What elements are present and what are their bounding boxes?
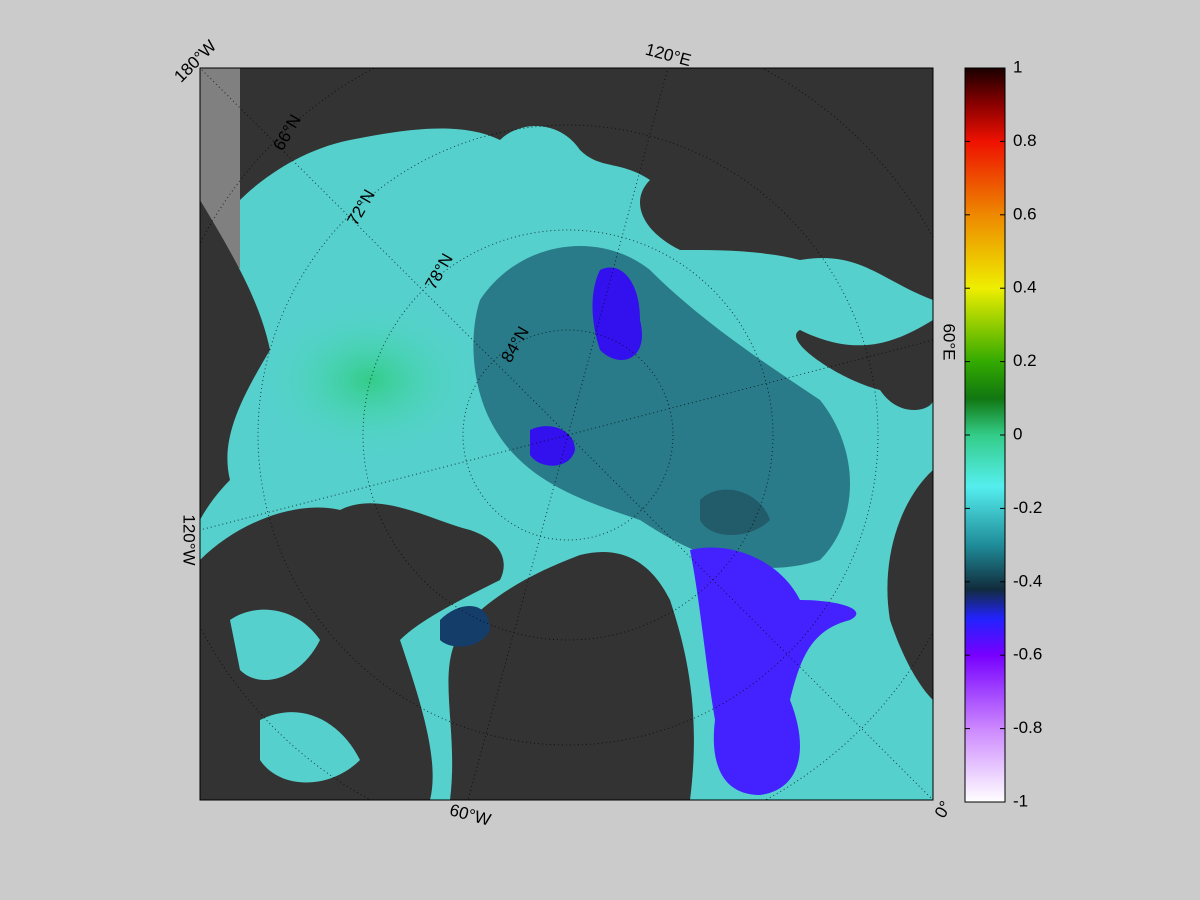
colorbar-tick-label: 0.2 bbox=[1013, 351, 1037, 370]
longitude-label: 120°E bbox=[643, 40, 693, 70]
colorbar-tick-label: 0.6 bbox=[1013, 204, 1037, 223]
shade bbox=[690, 547, 857, 795]
shade bbox=[440, 606, 490, 647]
colorbar-tick-label: -0.8 bbox=[1013, 718, 1042, 737]
channels bbox=[230, 609, 360, 783]
shade bbox=[260, 300, 480, 460]
colorbar-ramp bbox=[964, 67, 1006, 803]
colorbar-tick-label: -1 bbox=[1013, 791, 1028, 810]
colorbar-tick-label: 0 bbox=[1013, 424, 1022, 443]
colorbar-tick-label: -0.6 bbox=[1013, 645, 1042, 664]
longitude-label: 60°E bbox=[940, 323, 959, 360]
longitude-label: 0° bbox=[931, 798, 956, 822]
colorbar-tick-label: 0.8 bbox=[1013, 131, 1037, 150]
graticule bbox=[200, 68, 933, 800]
colorbar-tick-label: -0.2 bbox=[1013, 498, 1042, 517]
map bbox=[200, 68, 933, 800]
land-alaska bbox=[200, 200, 270, 520]
land-siberia bbox=[240, 68, 933, 300]
colorbar-tick-label: -0.4 bbox=[1013, 571, 1042, 590]
map-frame bbox=[199, 67, 934, 801]
land-scandinavia bbox=[887, 470, 933, 700]
land-novaya-zemlya bbox=[796, 320, 933, 410]
shade bbox=[473, 246, 850, 568]
longitude-label: 60°W bbox=[448, 800, 493, 829]
land-greenland bbox=[448, 552, 694, 800]
colorbar-tick-label: 1 bbox=[1013, 57, 1022, 76]
colorbar: 1 0.8 0.6 0.4 0.2 0 -0.2 -0.4 -0.6 -0.8 -1 bbox=[964, 57, 1042, 810]
colorbar-tick-label: 0.4 bbox=[1013, 278, 1037, 297]
longitude-label: 120°W bbox=[180, 514, 199, 565]
